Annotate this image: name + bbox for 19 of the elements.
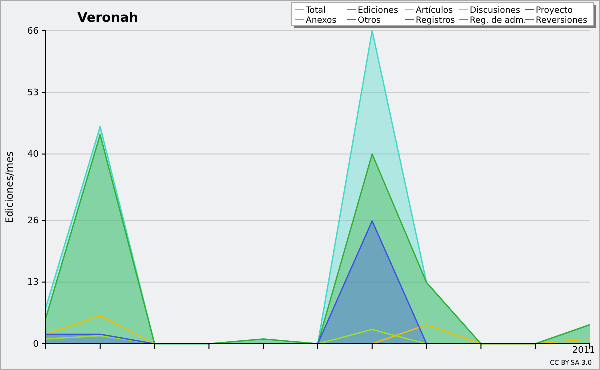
y-tick-label: 40 (28, 150, 40, 160)
legend-label: Reg. de adm. (470, 16, 526, 26)
legend-label: Anexos (306, 16, 338, 26)
legend-label: Proyecto (536, 6, 573, 16)
x-tick-label: 2011 (572, 346, 596, 356)
legend-label: Otros (358, 16, 382, 26)
chart-title: Veronah (78, 11, 138, 26)
y-tick-label: 0 (33, 340, 40, 350)
y-tick-label: 66 (28, 26, 40, 37)
legend-label: Discusiones (470, 6, 522, 16)
legend-label: Artículos (416, 6, 454, 16)
y-tick-label: 26 (28, 216, 40, 227)
y-tick-label: 53 (28, 88, 39, 99)
y-axis-title: Ediciones/mes (5, 151, 16, 224)
y-tick-label: 13 (28, 278, 39, 288)
legend-label: Registros (416, 16, 456, 26)
legend-label: Ediciones (358, 6, 399, 16)
legend-label: Total (305, 6, 326, 16)
legend-label: Reversiones (536, 16, 588, 26)
